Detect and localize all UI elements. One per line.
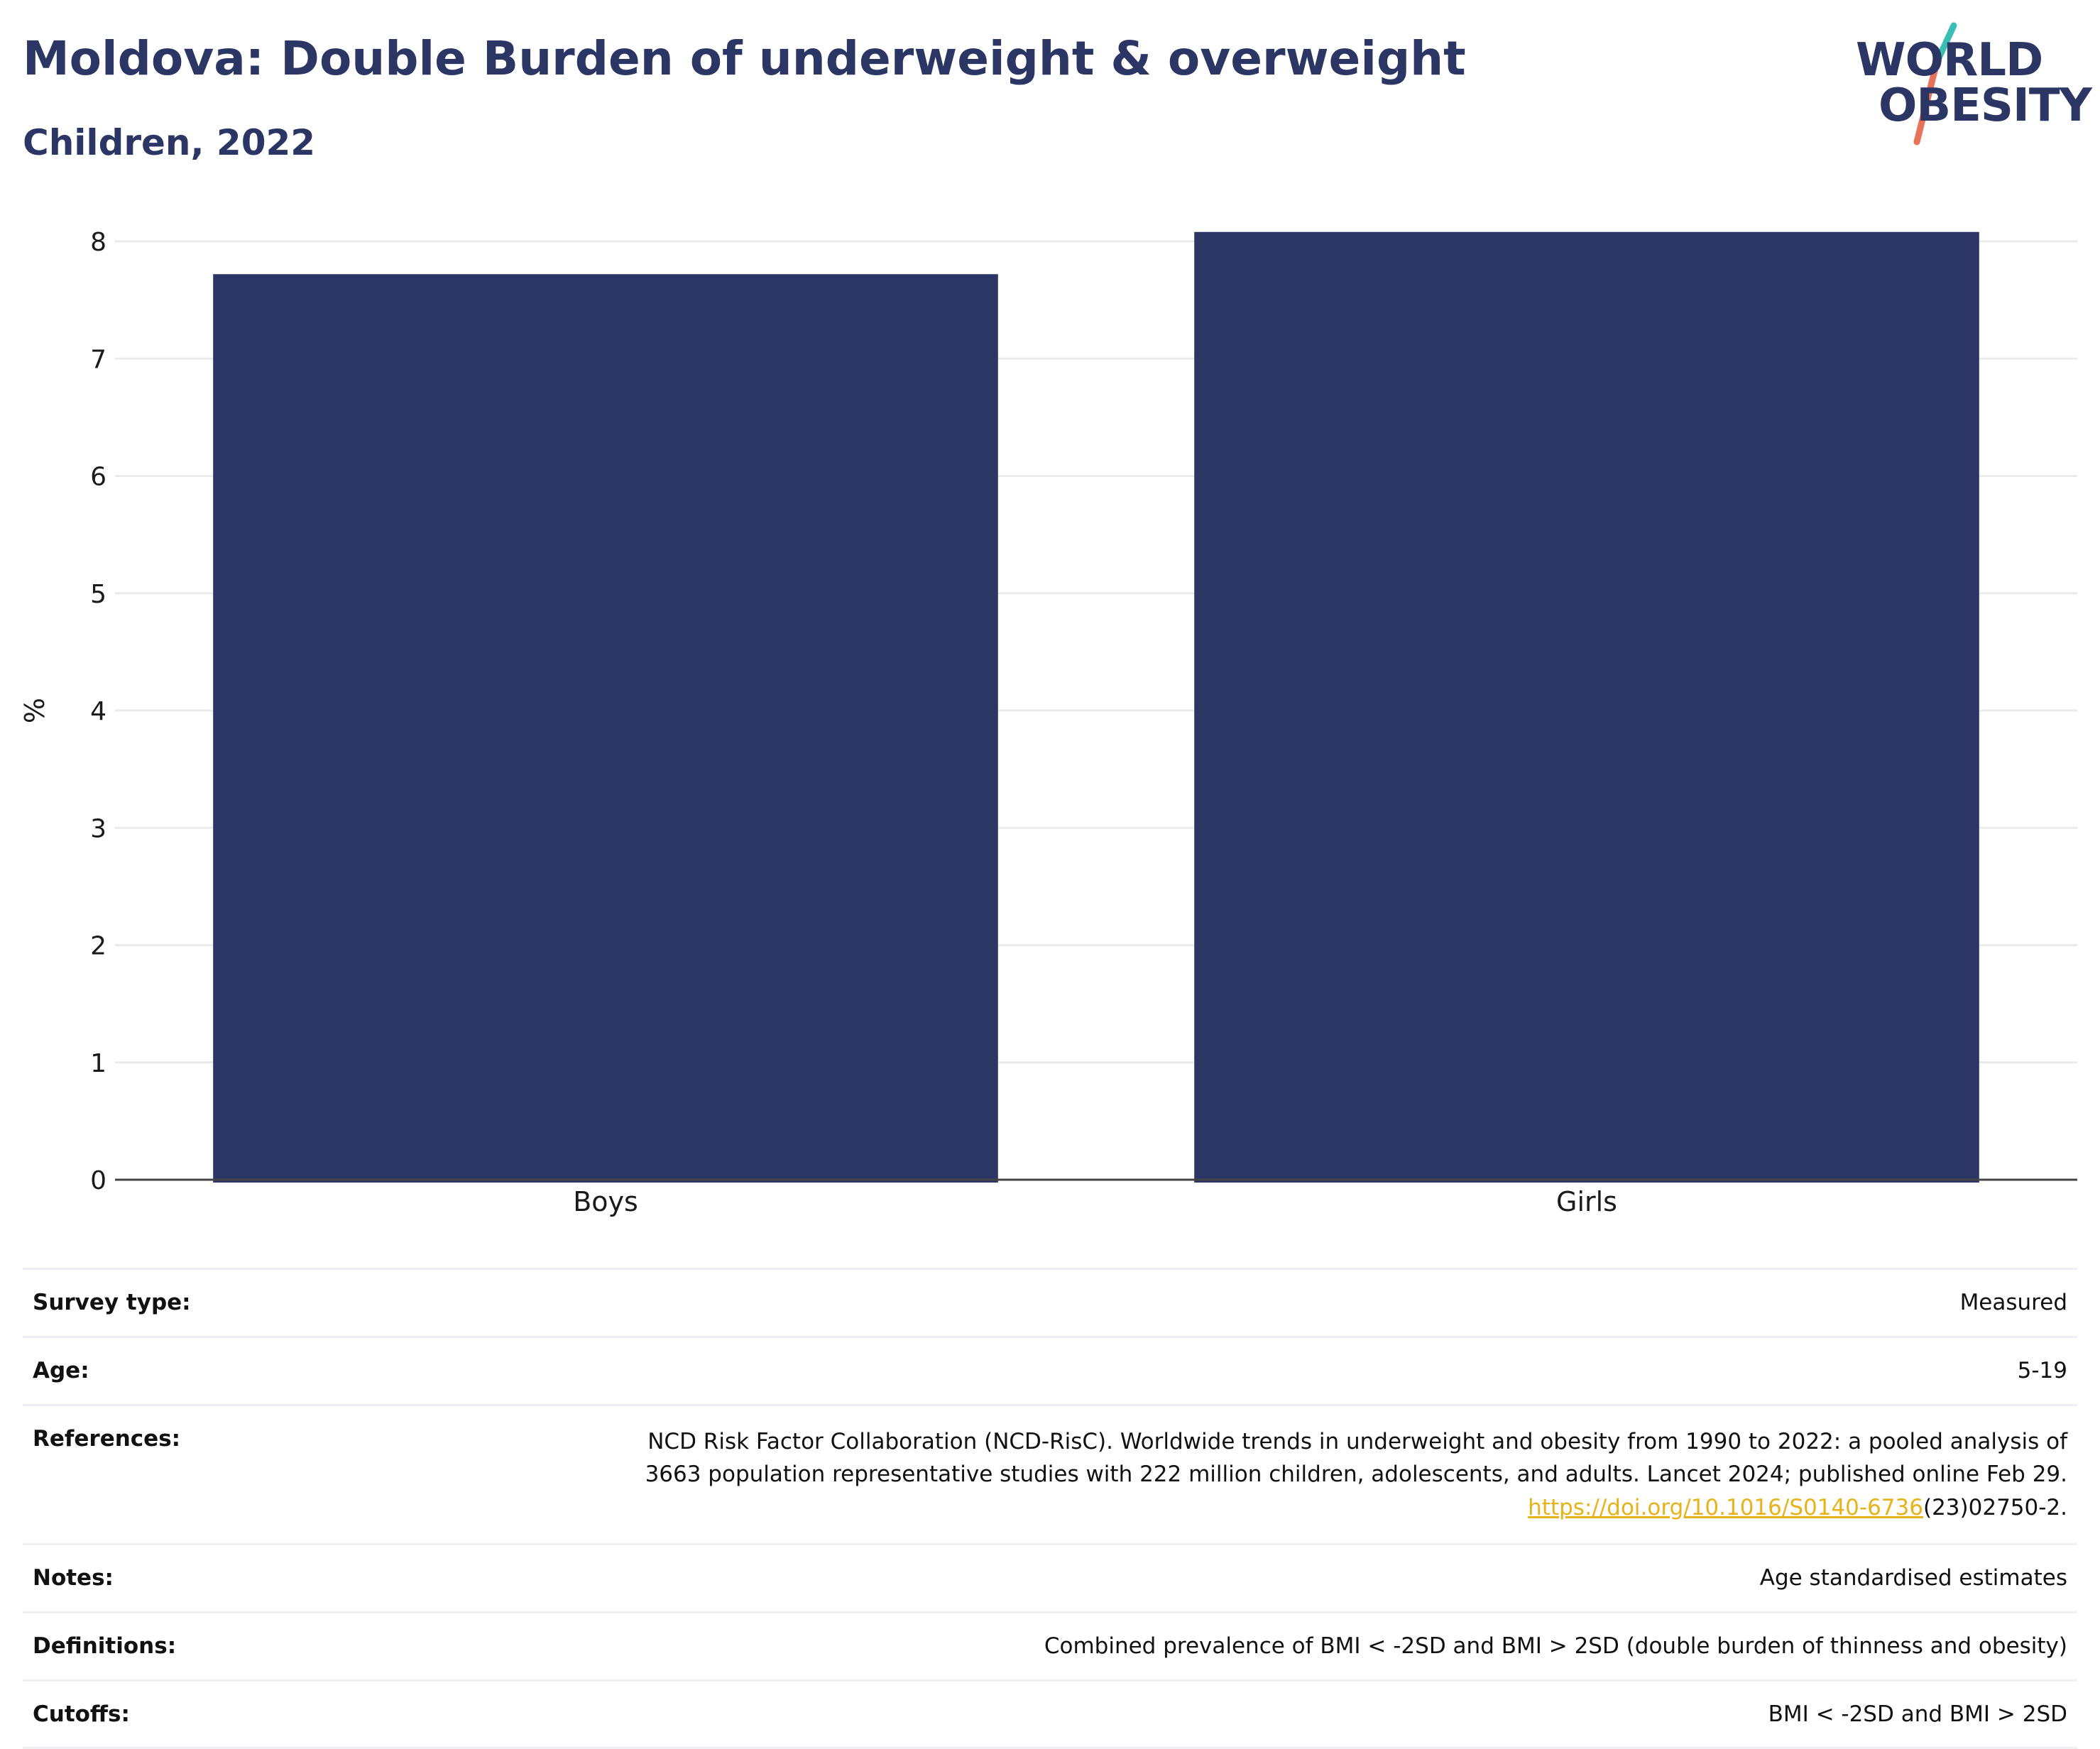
definitions-label: Definitions: [33,1633,176,1660]
bar-boys[interactable] [213,274,998,1183]
info-row-definitions: Definitions: Combined prevalence of BMI … [23,1613,2077,1682]
references-value: NCD Risk Factor Collaboration (NCD-RisC)… [645,1425,2067,1525]
x-category-label: Boys [573,1186,638,1217]
info-row-age: Age: 5-19 [23,1338,2077,1406]
y-tick-label: 1 [90,1049,106,1078]
definitions-value: Combined prevalence of BMI < -2SD and BM… [1044,1633,2067,1660]
bar-chart: 0 1 2 3 4 5 6 7 8 Boys Girls % [0,0,2100,1263]
cutoffs-value: BMI < -2SD and BMI > 2SD [1768,1701,2067,1728]
references-label: References: [33,1425,180,1453]
doi-suffix: (23)02750-2. [1923,1495,2067,1520]
y-tick-label: 4 [90,697,106,726]
age-value: 5-19 [2018,1357,2067,1385]
info-row-survey-type: Survey type: Measured [23,1270,2077,1338]
y-tick-label: 5 [90,580,106,609]
x-category-labels: Boys Girls [573,1186,1617,1217]
y-tick-labels: 0 1 2 3 4 5 6 7 8 [90,228,106,1195]
y-axis-label: % [19,698,50,723]
notes-value: Age standardised estimates [1760,1564,2067,1592]
y-tick-label: 7 [90,345,106,374]
y-tick-label: 0 [90,1166,106,1195]
info-row-references: References: NCD Risk Factor Collaboratio… [23,1406,2077,1546]
y-tick-label: 6 [90,463,106,492]
age-label: Age: [33,1357,89,1385]
doi-link[interactable]: https://doi.org/10.1016/S0140-6736 [1528,1495,1923,1520]
bars [213,232,1979,1183]
y-tick-label: 2 [90,932,106,961]
y-tick-label: 8 [90,228,106,257]
survey-type-value: Measured [1960,1289,2067,1317]
references-line-1: NCD Risk Factor Collaboration (NCD-RisC)… [647,1429,2067,1454]
x-category-label: Girls [1556,1186,1617,1217]
info-row-cutoffs: Cutoffs: BMI < -2SD and BMI > 2SD [23,1682,2077,1749]
notes-label: Notes: [33,1564,114,1592]
survey-type-label: Survey type: [33,1289,191,1317]
info-table: Survey type: Measured Age: 5-19 Referenc… [23,1268,2077,1749]
cutoffs-label: Cutoffs: [33,1701,130,1728]
info-row-notes: Notes: Age standardised estimates [23,1545,2077,1613]
bar-girls[interactable] [1194,232,1979,1183]
y-tick-label: 3 [90,814,106,843]
references-line-2: 3663 population representative studies w… [645,1462,2067,1487]
